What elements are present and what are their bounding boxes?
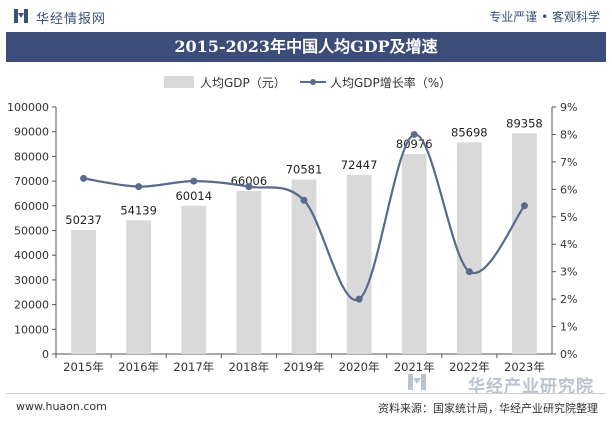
bar bbox=[456, 142, 482, 354]
bar-value-label: 72447 bbox=[341, 158, 378, 172]
growth-rate-point bbox=[190, 177, 198, 185]
y-left-tick-label: 90000 bbox=[14, 126, 49, 139]
growth-rate-point bbox=[80, 174, 88, 182]
watermark-logo-icon bbox=[408, 374, 426, 390]
legend-swatch-bar bbox=[164, 76, 194, 88]
y-right-tick-label: 7% bbox=[560, 156, 577, 169]
growth-rate-point bbox=[245, 183, 253, 191]
y-right-tick-label: 3% bbox=[560, 266, 577, 279]
growth-rate-point bbox=[135, 183, 143, 191]
bar-value-label: 85698 bbox=[451, 125, 488, 139]
y-right-tick-label: 0% bbox=[560, 348, 577, 361]
growth-rate-point bbox=[300, 196, 308, 204]
y-right-tick-label: 2% bbox=[560, 293, 577, 306]
y-right-tick-label: 8% bbox=[560, 128, 577, 141]
growth-rate-point bbox=[410, 130, 418, 138]
legend-label-bar: 人均GDP（元） bbox=[200, 76, 286, 90]
logo-icon bbox=[14, 9, 28, 23]
bar bbox=[512, 133, 537, 354]
x-tick-label: 2020年 bbox=[339, 360, 380, 374]
y-right-tick-label: 9% bbox=[560, 101, 577, 114]
bar bbox=[71, 229, 96, 354]
brand-name: 华经情报网 bbox=[36, 12, 107, 27]
legend-marker-line bbox=[310, 79, 316, 85]
title-bar: 2015-2023年中国人均GDP及增速 bbox=[6, 32, 606, 62]
x-tick-label: 2015年 bbox=[63, 360, 104, 374]
y-right-tick-label: 1% bbox=[560, 321, 577, 334]
chart-area: 人均GDP（元） 人均GDP增长率（%） 0 10000 20000 30000 40000… bbox=[0, 62, 612, 392]
y-left-tick-label: 0 bbox=[42, 348, 49, 361]
y-left-tick-label: 60000 bbox=[14, 200, 49, 213]
bar-value-label: 89358 bbox=[506, 116, 543, 130]
top-bar: 华经情报网 专业严谨 • 客观科学 bbox=[0, 0, 612, 32]
chart-svg: 人均GDP（元） 人均GDP增长率（%） 0 10000 20000 30000 40000… bbox=[7, 75, 577, 374]
y-left-tick-label: 80000 bbox=[14, 150, 49, 163]
bar-value-label: 70581 bbox=[286, 163, 323, 177]
bar bbox=[181, 205, 207, 354]
chart-title: 2015-2023年中国人均GDP及增速 bbox=[174, 37, 438, 56]
y-left-tick-label: 20000 bbox=[14, 299, 49, 312]
x-tick-label: 2021年 bbox=[394, 360, 435, 374]
y-left-tick-label: 40000 bbox=[14, 249, 49, 262]
footer-url: www.huaon.com bbox=[16, 400, 107, 413]
x-tick-label: 2023年 bbox=[504, 360, 545, 374]
watermark: 华经产业研究院 bbox=[468, 377, 594, 397]
legend-label-line: 人均GDP增长率（%） bbox=[330, 75, 451, 90]
y-left-tick-label: 10000 bbox=[14, 323, 49, 336]
y-right-tick-label: 6% bbox=[560, 183, 577, 196]
bar-value-label: 54139 bbox=[120, 203, 157, 217]
footer-divider bbox=[6, 393, 606, 394]
y-left-tick-label: 70000 bbox=[14, 175, 49, 188]
bar bbox=[126, 220, 152, 354]
x-tick-label: 2018年 bbox=[228, 360, 269, 374]
bar bbox=[401, 153, 427, 354]
x-tick-label: 2017年 bbox=[173, 360, 214, 374]
y-left-tick-label: 50000 bbox=[14, 225, 49, 238]
bar-value-label: 50237 bbox=[65, 213, 102, 227]
growth-rate-point bbox=[465, 268, 473, 276]
tagline: 专业严谨 • 客观科学 bbox=[489, 10, 600, 24]
x-tick-label: 2016年 bbox=[118, 360, 159, 374]
bar-value-label: 60014 bbox=[175, 189, 212, 203]
y-left-tick-label: 100000 bbox=[7, 101, 49, 114]
footer-source: 资料来源：国家统计局，华经产业研究院整理 bbox=[378, 402, 598, 415]
y-right-tick-label: 4% bbox=[560, 238, 577, 251]
x-tick-label: 2022年 bbox=[449, 360, 490, 374]
bar bbox=[291, 179, 317, 354]
y-right-tick-label: 5% bbox=[560, 211, 577, 224]
growth-rate-line bbox=[83, 133, 526, 301]
bar bbox=[236, 190, 262, 354]
growth-rate-point bbox=[355, 295, 363, 303]
x-tick-label: 2019年 bbox=[284, 360, 325, 374]
growth-rate-point bbox=[520, 202, 528, 210]
bar bbox=[346, 175, 372, 354]
y-left-tick-label: 30000 bbox=[14, 274, 49, 287]
